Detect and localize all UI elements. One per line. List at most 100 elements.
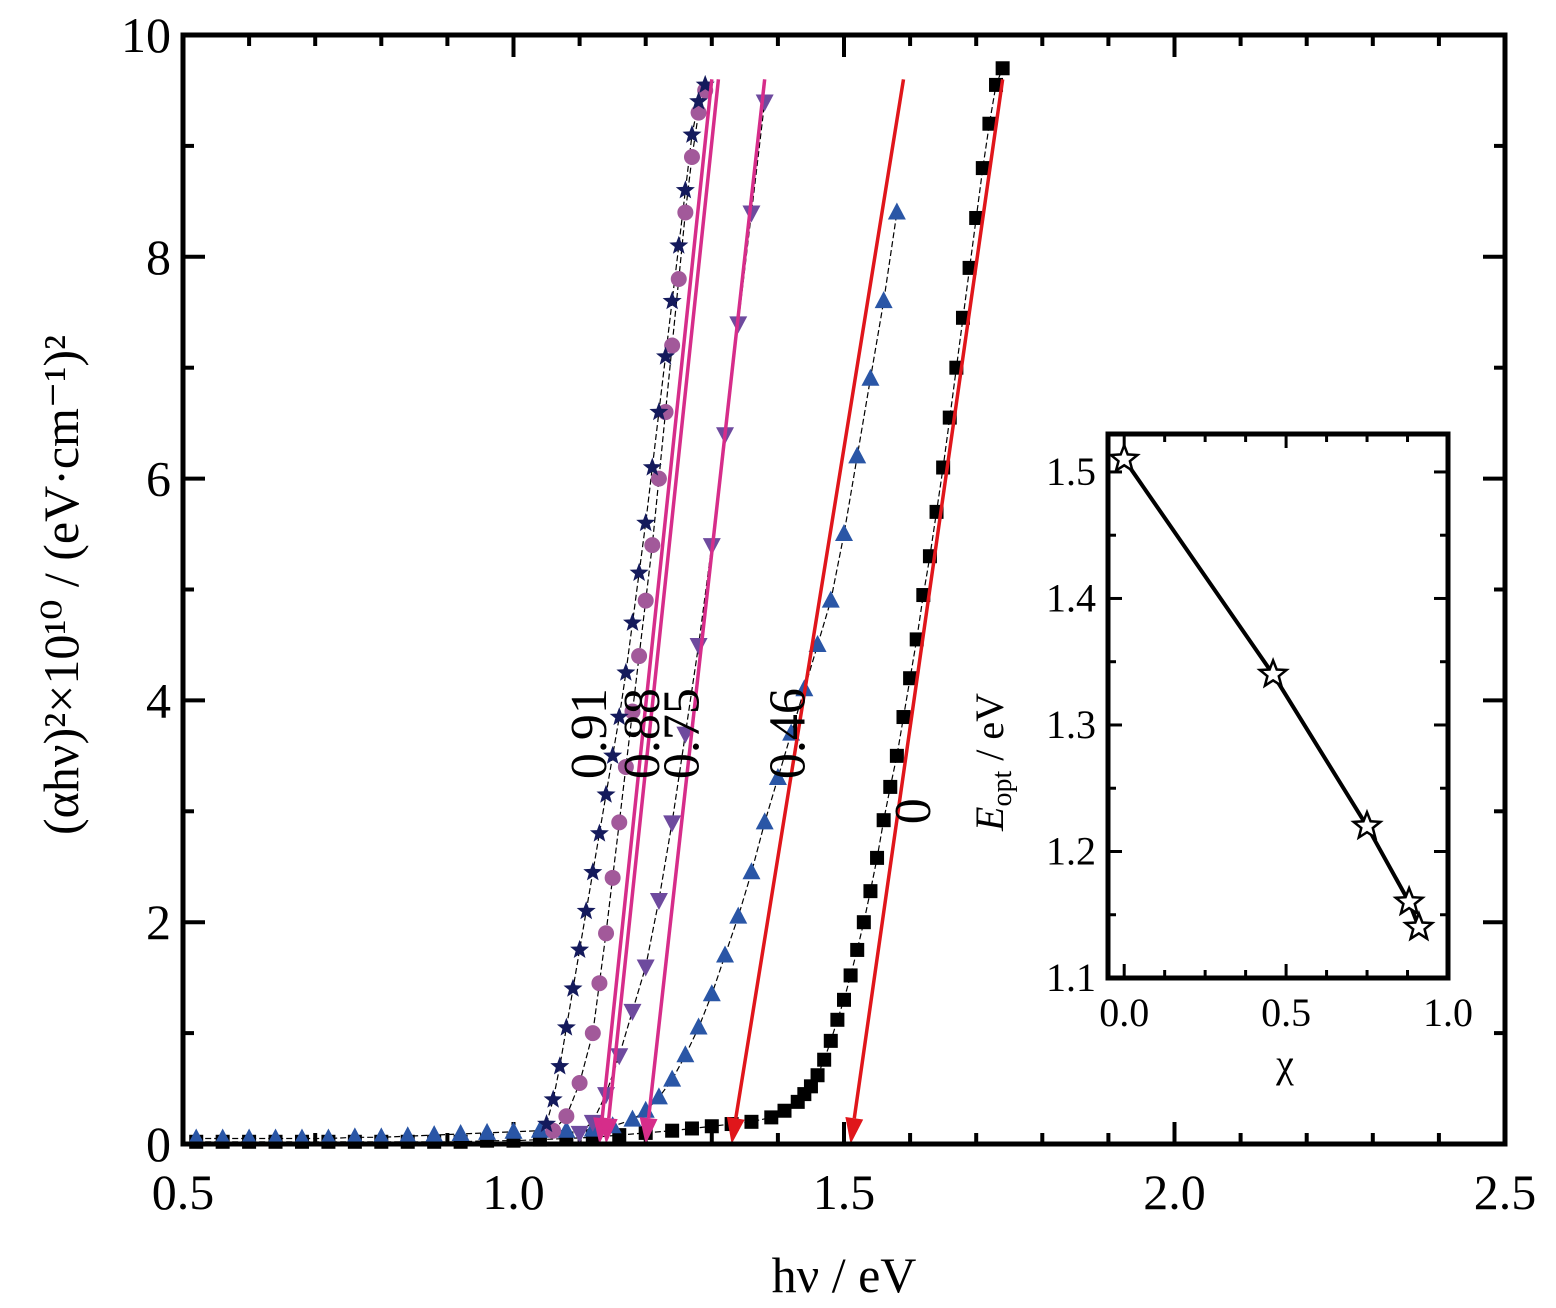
data-point-square [744,1114,759,1129]
data-point-triangle-up [187,1128,206,1146]
data-point-star [656,346,675,365]
data-point-circle [631,648,648,665]
data-point-triangle-up [742,862,761,880]
data-point-circle [664,337,681,354]
data-point-triangle-up [504,1121,523,1139]
main-y-tick-label: 10 [121,7,171,63]
inset-background [1108,434,1448,978]
data-point-square [863,884,878,899]
data-point-square [830,1012,845,1027]
data-point-star [543,1089,563,1108]
data-point-star [556,1017,576,1036]
data-point-star [623,612,642,631]
main-y-tick-label: 0 [146,1116,171,1172]
fit-line [646,79,767,1119]
series-guide-curve [196,212,898,1140]
data-point-square [883,779,898,794]
data-point-triangle-down [742,205,761,223]
data-point-star [589,823,609,842]
data-point-triangle-up [782,723,801,741]
data-point-square [823,1033,838,1048]
data-point-circle [650,470,667,487]
data-point-triangle-up [848,446,867,464]
series-annotation-label: 0.46 [759,688,816,779]
fit-arrowhead [726,1116,745,1144]
data-point-square [817,1052,832,1067]
inset-data-points [1107,441,1436,942]
data-point-star [682,124,702,143]
data-point-triangle-down [689,637,708,655]
data-point-star [537,1114,557,1133]
data-point-square [896,710,911,725]
data-point-triangle-up [835,524,853,542]
fit-arrowhead [845,1116,864,1144]
data-point-triangle-down [676,726,695,744]
data-point-circle [677,204,694,221]
main-x-tick-label: 1.5 [813,1164,876,1220]
data-point-triangle-down [663,815,682,833]
data-point-triangle-up [821,590,840,608]
inset-x-tick-label: 0.5 [1261,990,1311,1035]
inset-tick-labels: 0.0 0.5 1.0 1.1 1.2 1.3 1.4 1.5 [1046,449,1473,1035]
data-point-triangle-up [266,1128,285,1146]
data-point-triangle-up [887,202,906,220]
inset-y-tick-label: 1.2 [1046,828,1096,873]
fit-arrowhead [599,1117,618,1144]
data-point-square [995,61,1010,76]
inset-x-tick-label: 1.0 [1423,990,1473,1035]
data-point-triangle-up [649,1087,668,1105]
series-annotation-label: 0 [885,798,942,824]
data-point-triangle-up [623,1109,642,1127]
data-point-star [583,862,603,881]
data-point-square [764,1110,779,1125]
data-point-triangle-up [372,1127,391,1145]
inset-data-point-star [1107,441,1141,474]
fit-line [600,79,714,1119]
data-point-triangle-up [345,1127,364,1145]
data-point-triangle-up [768,768,787,786]
data-point-circle [670,270,687,287]
data-point-circle [683,148,700,165]
data-point-circle [604,869,621,886]
inset-x-tick-label: 0.0 [1099,990,1149,1035]
data-point-triangle-up [240,1128,259,1146]
data-point-star [629,562,649,581]
data-point-circle [611,814,628,831]
data-point-triangle-up [319,1128,338,1146]
main-fit-arrows [593,79,1005,1144]
data-point-square [850,942,865,957]
data-point-triangle-up [755,812,774,830]
inset-data-point-star [1350,808,1384,841]
data-point-star [563,978,583,997]
data-point-triangle-down [755,94,774,112]
data-point-star [689,91,709,110]
inset-y-label-sub: opt [987,771,1018,807]
series-guide-curve [579,101,766,1134]
data-point-triangle-up [676,1045,695,1063]
data-point-triangle-up [530,1120,549,1138]
data-point-circle [584,1025,601,1042]
data-point-triangle-up [663,1069,682,1087]
data-point-star [695,74,715,93]
data-point-square [665,1123,680,1138]
data-point-circle [558,1108,575,1125]
data-point-star [616,662,636,681]
data-point-circle [591,975,608,992]
data-point-triangle-up [292,1128,311,1146]
data-point-square [969,210,984,225]
data-point-triangle-down [636,959,655,977]
data-point-circle [644,537,661,554]
data-point-star [642,457,662,476]
data-point-star [669,235,689,254]
data-point-triangle-up [702,984,721,1002]
data-point-square [684,1121,699,1136]
data-point-triangle-up [398,1126,417,1144]
data-point-square [876,813,891,828]
fit-arrowhead [639,1117,658,1144]
data-point-star [636,513,656,532]
inset-y-tick-label: 1.5 [1046,449,1096,494]
data-point-triangle-up [425,1125,444,1143]
data-point-triangle-down [649,893,668,911]
main-y-tick-label: 8 [146,229,171,285]
